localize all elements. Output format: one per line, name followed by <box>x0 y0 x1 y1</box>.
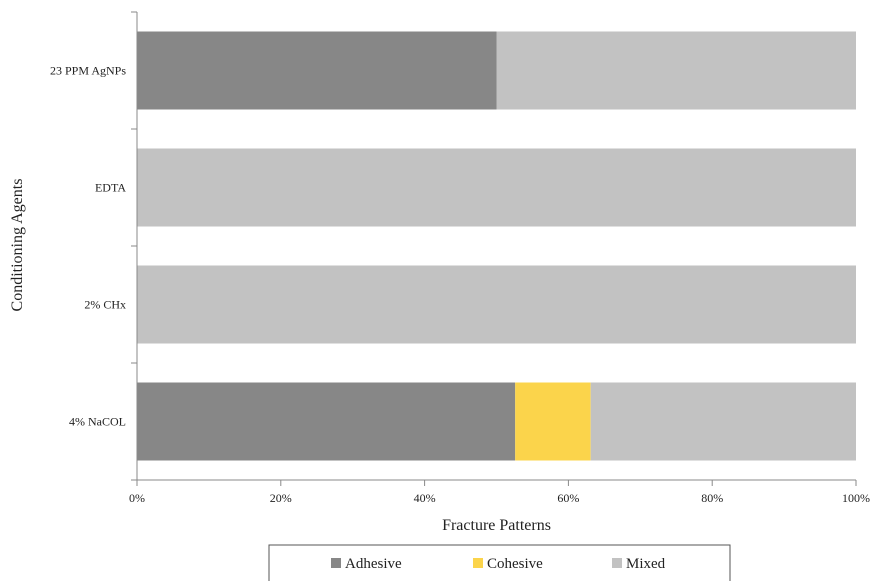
bar-mixed-1 <box>137 148 856 227</box>
x-tick-label: 60% <box>557 491 579 505</box>
x-tick-label: 100% <box>842 491 870 505</box>
x-tick-label: 80% <box>701 491 723 505</box>
x-tick-label: 20% <box>270 491 292 505</box>
y-tick-label: 4% NaCOL <box>69 415 126 429</box>
x-axis-ticks: 0% 20% 40% 60% 80% 100% <box>129 480 870 505</box>
legend-swatch-adhesive <box>331 558 341 568</box>
x-axis-title: Fracture Patterns <box>442 517 551 534</box>
bars-layer <box>137 31 856 461</box>
bar-adhesive-3 <box>137 382 516 461</box>
bar-adhesive-0 <box>137 31 497 110</box>
bar-mixed-3 <box>590 382 856 461</box>
y-tick-label: 2% CHx <box>84 298 126 312</box>
bar-cohesive-3 <box>515 382 591 461</box>
legend-label-adhesive: Adhesive <box>345 556 402 572</box>
bar-mixed-0 <box>496 31 856 110</box>
legend: Adhesive Cohesive Mixed <box>268 544 731 581</box>
x-tick-label: 0% <box>129 491 145 505</box>
legend-label-cohesive: Cohesive <box>487 556 543 572</box>
x-tick-label: 40% <box>414 491 436 505</box>
bar-mixed-2 <box>137 265 856 344</box>
y-axis-ticks: 23 PPM AgNPs EDTA 2% CHx 4% NaCOL <box>50 11 137 481</box>
legend-label-mixed: Mixed <box>626 556 666 572</box>
y-tick-label: EDTA <box>95 181 126 195</box>
y-tick-label: 23 PPM AgNPs <box>50 64 126 78</box>
legend-swatch-cohesive <box>473 558 483 568</box>
legend-box <box>268 544 731 581</box>
legend-swatch-mixed <box>612 558 622 568</box>
y-axis-title: Conditioning Agents <box>9 179 26 312</box>
